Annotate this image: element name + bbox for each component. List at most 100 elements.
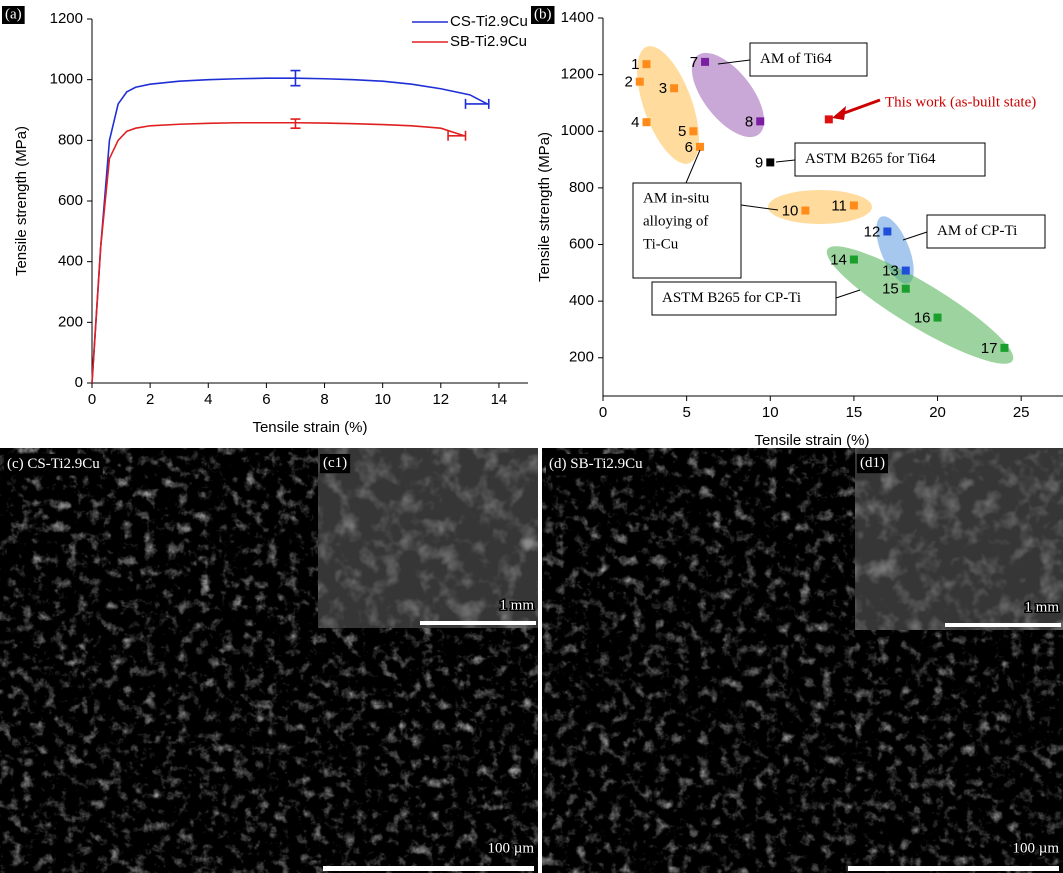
point-label: 7	[690, 54, 698, 71]
x-axis-label: Tensile strain (%)	[754, 432, 869, 449]
point-label: 16	[914, 310, 931, 327]
point-label: 13	[882, 263, 899, 280]
point	[766, 158, 774, 166]
inset-scale-bar	[420, 621, 536, 625]
x-tick-label: 0	[599, 404, 607, 421]
x-tick-label: 10	[374, 391, 391, 408]
x-tick-label: 25	[1013, 404, 1030, 421]
y-tick-label: 1000	[50, 71, 83, 88]
error-bar	[466, 99, 489, 109]
panel-label: (a)	[5, 6, 22, 22]
point	[934, 314, 942, 322]
y-tick-label: 400	[569, 292, 594, 309]
point	[825, 115, 833, 123]
inset-scale-label: 1 mm	[1024, 599, 1059, 615]
point	[850, 201, 858, 209]
annotation: AM in-situ	[643, 190, 710, 206]
group-highlight	[816, 231, 1024, 380]
point	[642, 60, 650, 68]
y-tick-label: 1200	[50, 10, 83, 27]
inset-label: (d1)	[860, 455, 885, 471]
scale-label: 100 µm	[487, 840, 534, 856]
point	[670, 84, 678, 92]
point-label: 11	[831, 197, 847, 214]
point-label: 4	[631, 114, 639, 131]
x-tick-label: 12	[432, 391, 449, 408]
point-label: 17	[981, 340, 998, 357]
annotation: alloying of	[643, 213, 708, 229]
micrograph-d	[542, 448, 1063, 873]
x-tick-label: 8	[320, 391, 328, 408]
point-label: 9	[755, 154, 763, 171]
point-label: 1	[631, 56, 639, 73]
arrow-head	[832, 106, 846, 120]
x-axis-label: Tensile strain (%)	[252, 419, 367, 436]
y-tick-label: 1000	[561, 122, 594, 139]
y-axis-label: Tensile strength (MPa)	[536, 132, 553, 282]
y-tick-label: 600	[569, 235, 594, 252]
annotation: ASTM B265 for CP-Ti	[662, 290, 801, 306]
point-label: 12	[864, 223, 881, 240]
figure: 02468101214020040060080010001200Tensile …	[0, 0, 1063, 873]
x-tick-label: 6	[262, 391, 270, 408]
x-tick-label: 14	[491, 391, 508, 408]
annotation: Ti-Cu	[643, 236, 679, 252]
point-label: 10	[782, 203, 799, 220]
y-tick-label: 400	[58, 253, 83, 270]
point	[636, 78, 644, 86]
scale-bar	[848, 866, 1059, 871]
point	[1000, 344, 1008, 352]
annotation: AM of Ti64	[760, 51, 832, 67]
annotation: ASTM B265 for Ti64	[805, 151, 936, 167]
inset-scale-bar	[945, 623, 1061, 627]
inset-scale-label: 1 mm	[499, 597, 534, 613]
connector	[776, 160, 795, 162]
y-tick-label: 600	[58, 192, 83, 209]
point	[701, 58, 709, 66]
point	[696, 143, 704, 151]
annotation: This work (as-built state)	[885, 94, 1036, 110]
point	[801, 207, 809, 215]
point	[902, 285, 910, 293]
point	[756, 117, 764, 125]
x-tick-label: 4	[204, 391, 212, 408]
micrograph-label: (c) CS-Ti2.9Cu	[7, 456, 100, 472]
point-label: 3	[659, 80, 667, 97]
y-tick-label: 1400	[561, 9, 594, 26]
y-tick-label: 1200	[561, 66, 594, 83]
error-bar	[290, 119, 300, 128]
point	[883, 227, 891, 235]
annotation: AM of CP-Ti	[937, 223, 1017, 239]
scale-bar	[323, 866, 534, 871]
error-bar	[448, 131, 465, 141]
y-tick-label: 200	[58, 313, 83, 330]
x-tick-label: 15	[846, 404, 863, 421]
point-label: 6	[685, 139, 693, 156]
y-tick-label: 200	[569, 349, 594, 366]
series-line	[92, 123, 464, 383]
x-tick-label: 2	[146, 391, 154, 408]
point-label: 8	[745, 113, 753, 130]
micrograph-c	[0, 448, 538, 873]
connector	[836, 290, 860, 298]
x-tick-label: 0	[88, 391, 96, 408]
x-tick-label: 5	[682, 404, 690, 421]
point	[642, 118, 650, 126]
micrograph-label: (d) SB-Ti2.9Cu	[549, 456, 643, 472]
x-tick-label: 10	[762, 404, 779, 421]
x-tick-label: 20	[929, 404, 946, 421]
inset-label: (c1)	[323, 455, 347, 471]
y-tick-label: 800	[58, 131, 83, 148]
legend-label: CS-Ti2.9Cu	[450, 13, 528, 30]
y-tick-label: 0	[75, 374, 83, 391]
point-label: 2	[624, 74, 632, 91]
point	[902, 267, 910, 275]
scale-label: 100 µm	[1012, 840, 1059, 856]
point	[850, 256, 858, 264]
point-label: 14	[830, 251, 847, 268]
point	[689, 127, 697, 135]
panel-label: (b)	[534, 6, 552, 22]
connector	[903, 232, 927, 240]
point-label: 15	[882, 281, 899, 298]
point-label: 5	[678, 123, 686, 140]
